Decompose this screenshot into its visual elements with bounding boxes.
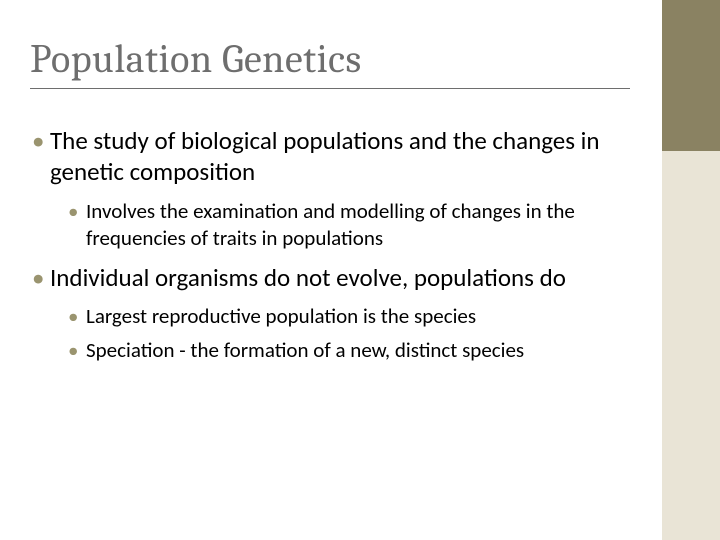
slide-title: Population Genetics (30, 36, 630, 89)
accent-sidebar-top (662, 0, 720, 151)
sub-bullet-text: Involves the examination and modelling o… (86, 198, 575, 251)
bullet-item: Individual organisms do not evolve, popu… (30, 262, 630, 364)
bullet-list: The study of biological populations and … (30, 125, 630, 364)
sub-bullet-item: Speciation - the formation of a new, dis… (66, 337, 630, 364)
accent-sidebar-bottom (662, 151, 720, 540)
sub-bullet-text: Speciation - the formation of a new, dis… (86, 337, 524, 363)
sub-bullet-text: Largest reproductive population is the s… (86, 303, 476, 329)
bullet-text: The study of biological populations and … (50, 125, 600, 187)
sub-bullet-list: Largest reproductive population is the s… (50, 303, 630, 364)
slide-content: Population Genetics The study of biologi… (30, 36, 630, 374)
accent-sidebar (662, 0, 720, 540)
bullet-item: The study of biological populations and … (30, 125, 630, 252)
sub-bullet-item: Largest reproductive population is the s… (66, 303, 630, 330)
sub-bullet-list: Involves the examination and modelling o… (50, 198, 630, 253)
bullet-text: Individual organisms do not evolve, popu… (50, 262, 566, 293)
sub-bullet-item: Involves the examination and modelling o… (66, 198, 630, 253)
